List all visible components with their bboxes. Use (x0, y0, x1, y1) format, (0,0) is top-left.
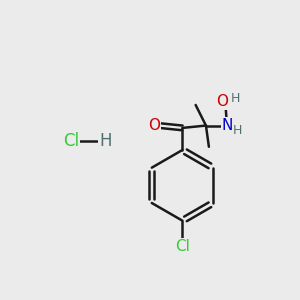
Text: H: H (230, 92, 240, 105)
Text: H: H (233, 124, 242, 137)
Text: Cl: Cl (63, 132, 79, 150)
Text: N: N (221, 118, 233, 133)
Text: H: H (99, 132, 112, 150)
Text: O: O (148, 118, 160, 133)
Text: O: O (216, 94, 228, 109)
Text: Cl: Cl (175, 239, 190, 254)
